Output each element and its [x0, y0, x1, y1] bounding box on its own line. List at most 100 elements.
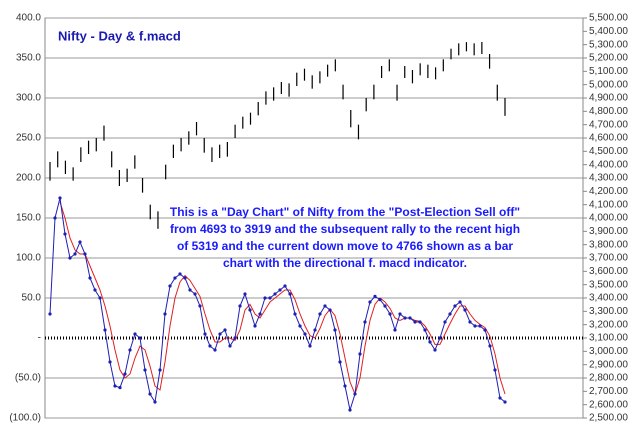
- y2-tick-label: 3,300.00: [589, 306, 628, 317]
- indicator-point: [288, 292, 292, 296]
- indicator-point: [408, 316, 412, 320]
- annotation: of 5319 and the current down move to 476…: [177, 239, 513, 253]
- indicator-point: [108, 360, 112, 364]
- indicator-point: [78, 240, 82, 244]
- y2-tick-label: 4,300.00: [589, 173, 628, 184]
- indicator-point: [233, 336, 237, 340]
- indicator-point: [388, 312, 392, 316]
- y-tick-label: 400.0: [16, 13, 41, 24]
- y2-tick-label: 3,000.00: [589, 346, 628, 357]
- indicator-point: [278, 288, 282, 292]
- indicator-point: [148, 392, 152, 396]
- indicator-point: [58, 196, 62, 200]
- y2-tick-label: 3,600.00: [589, 266, 628, 277]
- indicator-point: [313, 328, 317, 332]
- annotation: chart with the directional f. macd indic…: [223, 256, 467, 270]
- indicator-point: [398, 312, 402, 316]
- indicator-point: [118, 386, 122, 390]
- indicator-point: [303, 332, 307, 336]
- indicator-point: [218, 332, 222, 336]
- indicator-line: [49, 197, 506, 412]
- indicator-point: [253, 324, 257, 328]
- indicator-point: [358, 352, 362, 356]
- indicator-point: [468, 320, 472, 324]
- indicator-point: [243, 292, 247, 296]
- y-tick-label: 250.0: [16, 133, 41, 144]
- indicator-point: [488, 344, 492, 348]
- y2-tick-label: 4,000.00: [589, 213, 628, 224]
- indicator-point: [93, 288, 97, 292]
- indicator-point: [373, 294, 377, 298]
- y2-tick-label: 5,000.00: [589, 79, 628, 90]
- indicator-point: [203, 332, 207, 336]
- indicator-point: [473, 324, 477, 328]
- indicator-point: [283, 284, 287, 288]
- indicator-point: [263, 296, 267, 300]
- indicator-point: [168, 284, 172, 288]
- y-tick-label: (100.0): [9, 413, 41, 424]
- indicator-point: [423, 328, 427, 332]
- y2-tick-label: 4,500.00: [589, 146, 628, 157]
- y2-tick-label: 2,600.00: [589, 399, 628, 410]
- indicator-point: [458, 300, 462, 304]
- y2-tick-label: 3,800.00: [589, 239, 628, 250]
- indicator-point: [493, 368, 497, 372]
- y2-tick-label: 4,900.00: [589, 93, 628, 104]
- annotation: from 4693 to 3919 and the subsequent ral…: [170, 222, 520, 236]
- y-tick-label: 350.0: [16, 53, 41, 64]
- indicator-point: [188, 288, 192, 292]
- indicator-point: [433, 348, 437, 352]
- y2-tick-label: 5,300.00: [589, 39, 628, 50]
- indicator-point: [393, 328, 397, 332]
- indicator-point: [348, 408, 352, 412]
- indicator-point: [153, 400, 157, 404]
- y-tick-label: 200.0: [16, 173, 41, 184]
- indicator-point: [498, 396, 502, 400]
- y2-tick-label: 3,200.00: [589, 319, 628, 330]
- y2-tick-label: 3,900.00: [589, 226, 628, 237]
- indicator-point: [268, 296, 272, 300]
- indicator-point: [143, 368, 147, 372]
- indicator-point: [273, 292, 277, 296]
- indicator-point: [353, 392, 357, 396]
- indicator-point: [318, 312, 322, 316]
- indicator-point: [228, 344, 232, 348]
- y2-tick-label: 5,100.00: [589, 66, 628, 77]
- indicator-point: [223, 328, 227, 332]
- indicator-point: [258, 312, 262, 316]
- annotation: This is a "Day Chart" of Nifty from the …: [170, 205, 520, 219]
- indicator-point: [198, 304, 202, 308]
- indicator-point: [48, 312, 52, 316]
- indicator-point: [133, 332, 137, 336]
- y2-tick-label: 5,400.00: [589, 26, 628, 37]
- indicator-point: [413, 320, 417, 324]
- y2-tick-label: 3,500.00: [589, 279, 628, 290]
- y2-tick-label: 2,800.00: [589, 373, 628, 384]
- indicator-point: [338, 360, 342, 364]
- indicator-point: [73, 252, 77, 256]
- y2-tick-label: 4,200.00: [589, 186, 628, 197]
- y2-tick-label: 3,400.00: [589, 293, 628, 304]
- indicator-point: [328, 308, 332, 312]
- indicator-point: [213, 348, 217, 352]
- indicator-point: [463, 308, 467, 312]
- indicator-point: [418, 320, 422, 324]
- indicator-point: [88, 276, 92, 280]
- indicator-point: [293, 312, 297, 316]
- indicator-point: [248, 308, 252, 312]
- indicator-point: [173, 276, 177, 280]
- indicator-point: [113, 384, 117, 388]
- indicator-point: [333, 328, 337, 332]
- y2-tick-label: 2,500.00: [589, 413, 628, 424]
- indicator-point: [363, 320, 367, 324]
- chart-title: Nifty - Day & f.macd: [58, 28, 181, 43]
- indicator-point: [308, 344, 312, 348]
- indicator-point: [403, 316, 407, 320]
- indicator-point: [123, 372, 127, 376]
- indicator-point: [83, 252, 87, 256]
- indicator-point: [63, 232, 67, 236]
- indicator-point: [183, 276, 187, 280]
- indicator-line: [59, 201, 506, 396]
- indicator-point: [453, 304, 457, 308]
